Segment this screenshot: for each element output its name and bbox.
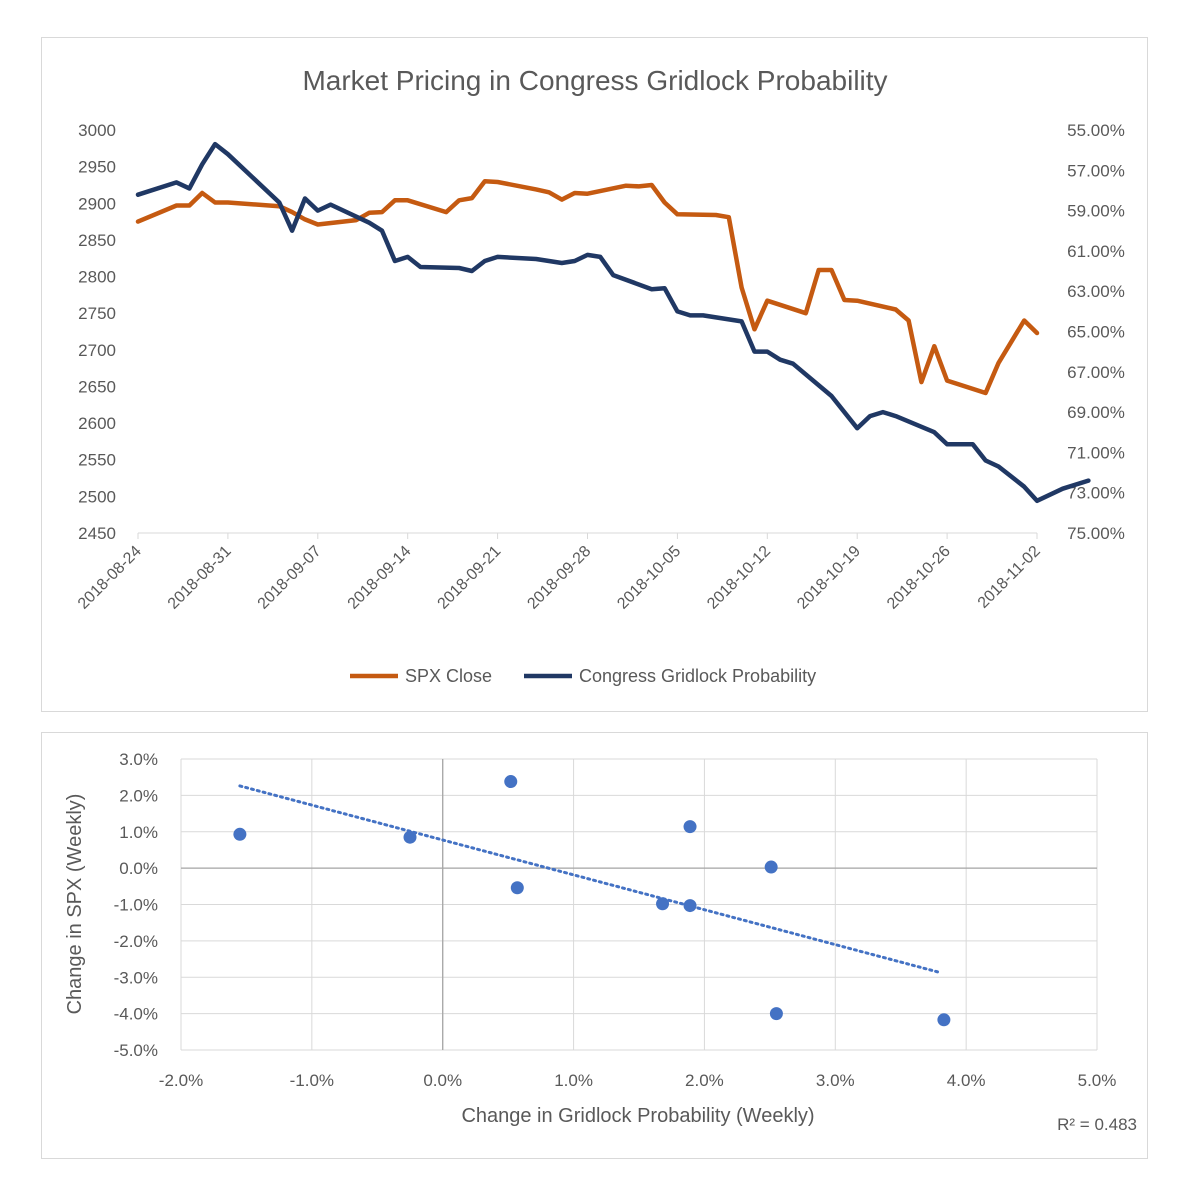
y-axis-tick-label: 1.0% <box>119 823 158 842</box>
x-axis-tick-label: 2018-10-12 <box>704 543 774 613</box>
y-axis-tick-label: -1.0% <box>114 896 158 915</box>
left-axis-tick-label: 2800 <box>78 268 116 287</box>
left-axis-tick-label: 3000 <box>78 121 116 140</box>
x-axis-tick-label: 2018-08-24 <box>75 543 145 613</box>
spx-close-line <box>135 179 1040 396</box>
right-axis-tick-label: 59.00% <box>1067 202 1125 221</box>
x-axis-title: Change in Gridlock Probability (Weekly) <box>461 1105 814 1127</box>
gridlock-probability-line <box>135 141 1091 504</box>
left-axis-tick-label: 2650 <box>78 377 116 396</box>
x-axis-tick-label: 2018-09-07 <box>255 543 325 613</box>
scatter-point <box>937 1013 951 1027</box>
y-axis-tick-label: -2.0% <box>114 932 158 951</box>
trendline <box>238 784 942 975</box>
x-axis-tick-label: 2018-10-19 <box>794 543 864 613</box>
scatter-point <box>769 1007 783 1021</box>
r-squared-label: R² = 0.483 <box>1057 1115 1137 1134</box>
right-axis-tick-label: 69.00% <box>1067 403 1125 422</box>
left-axis-tick-label: 2500 <box>78 487 116 506</box>
right-axis-tick-label: 63.00% <box>1067 282 1125 301</box>
scatter-point <box>233 827 247 841</box>
y-axis-tick-label: 2.0% <box>119 786 158 805</box>
y-axis-tick-label: 0.0% <box>119 859 158 878</box>
x-axis-tick-label: 2018-10-05 <box>614 543 684 613</box>
right-axis-tick-label: 61.00% <box>1067 242 1125 261</box>
x-axis-tick-label: -2.0% <box>159 1071 203 1090</box>
legend-gridlock-label: Congress Gridlock Probability <box>579 666 816 686</box>
x-axis-tick-label: 0.0% <box>423 1071 462 1090</box>
x-axis-tick-label: 1.0% <box>554 1071 593 1090</box>
right-axis-tick-label: 57.00% <box>1067 161 1125 180</box>
left-axis-tick-label: 2950 <box>78 158 116 177</box>
line-chart: Market Pricing in Congress Gridlock Prob… <box>75 65 1125 686</box>
x-axis-tick-label: 5.0% <box>1078 1071 1117 1090</box>
right-axis-tick-label: 55.00% <box>1067 121 1125 140</box>
left-axis-tick-label: 2700 <box>78 341 116 360</box>
right-axis-tick-label: 65.00% <box>1067 323 1125 342</box>
x-axis-tick-label: 2018-10-26 <box>884 543 954 613</box>
left-axis-tick-label: 2550 <box>78 451 116 470</box>
y-axis-tick-label: -4.0% <box>114 1005 158 1024</box>
scatter-chart-panel: -2.0% -1.0% 0.0% 1.0% 2.0% 3.0% 4.0% 5.0% 3.0% 2.… <box>41 732 1148 1159</box>
x-axis-tick-label: 4.0% <box>947 1071 986 1090</box>
x-axis-tick-label: 2.0% <box>685 1071 724 1090</box>
x-axis-tick-label: 2018-08-31 <box>165 543 235 613</box>
x-axis-tick-label: 2018-09-14 <box>345 543 415 613</box>
scatter-point <box>510 881 524 895</box>
scatter-point <box>683 899 697 913</box>
left-axis-tick-label: 2450 <box>78 524 116 543</box>
x-axis-tick-label: -1.0% <box>290 1071 334 1090</box>
scatter-point <box>403 830 417 844</box>
x-axis-tick-label: 2018-11-02 <box>975 543 1044 612</box>
left-axis-tick-label: 2900 <box>78 194 116 213</box>
y-axis-tick-label: -5.0% <box>114 1041 158 1060</box>
left-axis-tick-label: 2750 <box>78 304 116 323</box>
x-axis-tick-label: 2018-09-28 <box>524 543 594 613</box>
y-axis-title: Change in SPX (Weekly) <box>64 794 86 1015</box>
y-axis-tick-label: 3.0% <box>119 750 158 769</box>
legend-spx-label: SPX Close <box>405 666 492 686</box>
line-chart-panel: Market Pricing in Congress Gridlock Prob… <box>41 37 1148 712</box>
scatter-point <box>683 820 697 834</box>
x-axis-tick-label: 3.0% <box>816 1071 855 1090</box>
x-axis-tick-label: 2018-09-21 <box>435 543 505 613</box>
left-axis-tick-label: 2850 <box>78 231 116 250</box>
scatter-point <box>764 860 778 874</box>
left-axis-tick-label: 2600 <box>78 414 116 433</box>
scatter-point <box>656 897 670 911</box>
right-axis-tick-label: 71.00% <box>1067 443 1125 462</box>
chart-title: Market Pricing in Congress Gridlock Prob… <box>302 65 887 96</box>
y-axis-tick-label: -3.0% <box>114 968 158 987</box>
right-axis-tick-label: 75.00% <box>1067 524 1125 543</box>
scatter-chart: -2.0% -1.0% 0.0% 1.0% 2.0% 3.0% 4.0% 5.0% 3.0% 2.… <box>64 750 1137 1134</box>
right-axis-tick-label: 73.00% <box>1067 484 1125 503</box>
scatter-point <box>504 775 518 789</box>
right-axis-tick-label: 67.00% <box>1067 363 1125 382</box>
